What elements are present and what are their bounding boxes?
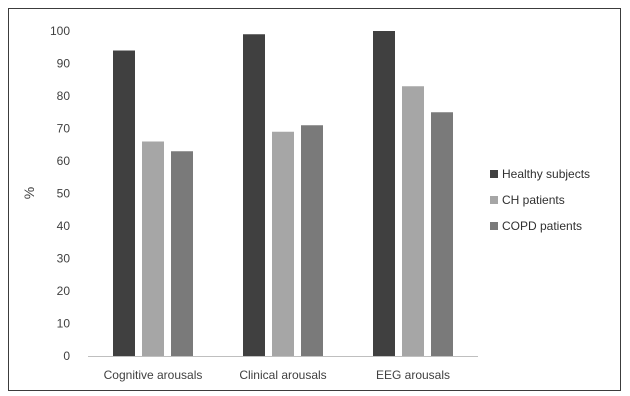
y-axis-ticks: 0 10 20 30 40 50 60 70 80 90 100: [50, 24, 70, 363]
x-axis-categories: Cognitive arousals Clinical arousals EEG a…: [104, 368, 450, 382]
bar: [243, 34, 265, 356]
x-category-label: EEG arousals: [376, 368, 450, 382]
legend-swatch: [490, 170, 498, 178]
x-category-label: Cognitive arousals: [104, 368, 203, 382]
y-tick-label: 70: [57, 122, 71, 136]
y-tick-label: 40: [57, 219, 71, 233]
bar: [301, 125, 323, 356]
y-tick-label: 80: [57, 89, 71, 103]
y-axis-label: %: [21, 187, 37, 199]
legend-label: CH patients: [502, 193, 565, 207]
bar: [431, 112, 453, 356]
y-tick-label: 20: [57, 284, 71, 298]
y-tick-label: 30: [57, 252, 71, 266]
bar: [402, 86, 424, 356]
legend-swatch: [490, 196, 498, 204]
legend: Healthy subjects CH patients COPD patients: [490, 167, 590, 233]
y-tick-label: 0: [63, 349, 70, 363]
bar: [142, 141, 164, 356]
legend-swatch: [490, 222, 498, 230]
bar: [272, 131, 294, 356]
y-tick-label: 100: [50, 24, 70, 38]
x-category-label: Clinical arousals: [239, 368, 326, 382]
y-tick-label: 60: [57, 154, 71, 168]
y-tick-label: 90: [57, 57, 71, 71]
bar: [113, 50, 135, 356]
legend-label: Healthy subjects: [502, 167, 590, 181]
y-tick-label: 10: [57, 317, 71, 331]
y-tick-label: 50: [57, 187, 71, 201]
bars: [113, 31, 453, 356]
bar: [373, 31, 395, 356]
bar: [171, 151, 193, 356]
legend-label: COPD patients: [502, 219, 582, 233]
